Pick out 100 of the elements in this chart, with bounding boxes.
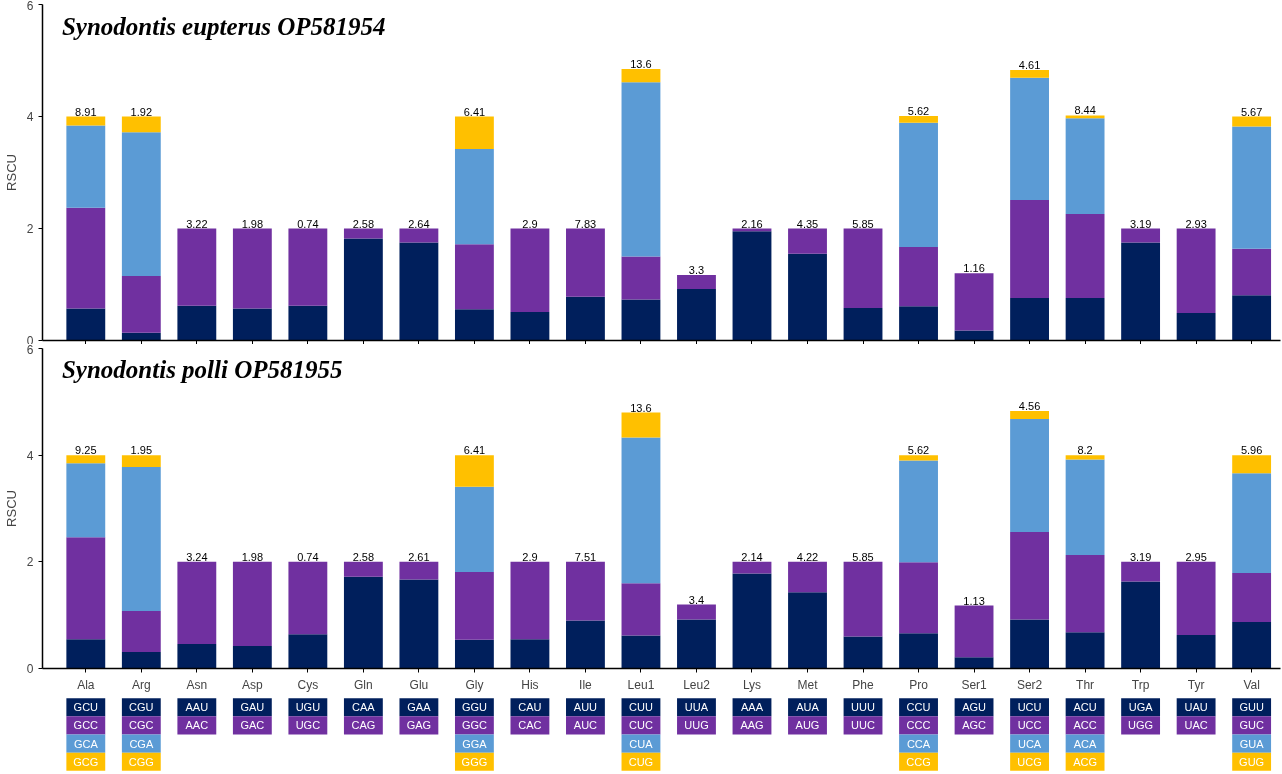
y-tick-label: 2 — [26, 555, 34, 570]
bar — [732, 231, 772, 341]
text: GGC — [461, 719, 487, 732]
bar — [66, 455, 106, 464]
text: AAU — [185, 701, 209, 714]
annotation: 6.41 — [463, 444, 486, 457]
bar — [1010, 619, 1049, 669]
bar — [843, 561, 883, 637]
bar — [1010, 297, 1049, 341]
bar — [121, 332, 161, 341]
text: CGU — [129, 701, 154, 714]
bar — [1065, 118, 1105, 214]
annotation: 2.16 — [741, 217, 763, 230]
bar — [621, 68, 661, 83]
x-tick-label: Ala — [77, 677, 95, 692]
bar — [677, 604, 716, 620]
bar — [232, 646, 272, 669]
annotation: 4.22 — [796, 550, 819, 563]
annotation: 3.19 — [1129, 550, 1152, 563]
text: ACC — [1073, 719, 1097, 732]
bar — [510, 311, 550, 341]
text: GAC — [240, 719, 265, 732]
annotation: 5.62 — [907, 444, 930, 457]
text: CGC — [129, 719, 154, 732]
annotation: 5.62 — [907, 104, 930, 117]
x-tick-label: Leu2 — [683, 677, 711, 692]
bar — [1121, 242, 1161, 341]
text: UUU — [851, 701, 875, 714]
text: CUA — [629, 737, 653, 750]
bar — [288, 228, 328, 306]
annotation: 2.14 — [741, 550, 763, 563]
x-tick-label: Gln — [354, 677, 373, 692]
x-tick-label: Met — [797, 677, 819, 692]
annotation: 5.85 — [852, 217, 874, 230]
bar — [899, 115, 938, 123]
bar — [621, 635, 661, 669]
text: UUA — [684, 701, 709, 714]
text: UCC — [1017, 719, 1042, 732]
x-tick-label: Cys — [297, 677, 319, 692]
bar — [121, 276, 161, 333]
bar — [343, 561, 383, 577]
bar — [621, 412, 661, 438]
bar — [788, 228, 827, 254]
annotation: 1.98 — [241, 550, 264, 563]
bar — [1065, 459, 1105, 555]
x-tick-label: His — [521, 677, 539, 692]
annotation: 4.61 — [1018, 59, 1041, 72]
text: ACA — [1073, 737, 1097, 750]
bar — [66, 463, 106, 538]
text: AAG — [740, 719, 764, 732]
x-tick-label: Lys — [742, 677, 762, 692]
bar — [177, 305, 217, 341]
annotation: 4.35 — [796, 217, 819, 230]
bar — [343, 238, 383, 341]
bar — [1065, 554, 1105, 633]
text: AUC — [573, 719, 598, 732]
bar — [121, 466, 161, 611]
text: CAC — [518, 719, 542, 732]
bar — [177, 561, 217, 644]
y-tick-label: 0 — [26, 662, 34, 676]
x-tick-label: Glu — [409, 677, 429, 692]
bar — [788, 561, 827, 593]
bar — [454, 244, 494, 310]
text: AUG — [795, 719, 820, 732]
bar — [343, 228, 383, 239]
bar — [1010, 531, 1049, 620]
bar — [566, 228, 605, 297]
bar — [1010, 199, 1049, 298]
text: UGG — [1128, 719, 1154, 732]
bar — [66, 639, 106, 669]
annotation: 1.95 — [130, 444, 153, 457]
x-tick-label: Asp — [242, 677, 264, 692]
y-axis-title: RSCU — [3, 154, 19, 191]
bar — [177, 643, 217, 669]
bar — [1232, 455, 1272, 474]
bar — [1176, 561, 1216, 635]
x-tick-label: Gly — [465, 677, 484, 692]
y-tick-label: 4 — [26, 448, 34, 463]
bar — [1232, 126, 1272, 249]
annotation: 5.67 — [1240, 105, 1263, 118]
y-tick-label: 2 — [26, 222, 34, 236]
bar — [288, 305, 328, 341]
x-tick-label: Thr — [1076, 677, 1095, 692]
bar — [1232, 116, 1272, 127]
bar — [1010, 418, 1049, 532]
text: UUC — [851, 719, 875, 732]
text: CUU — [629, 701, 653, 714]
text: UGA — [1128, 701, 1153, 714]
bar — [454, 455, 494, 487]
bar — [954, 657, 994, 669]
bar — [399, 561, 439, 580]
bar — [454, 571, 494, 640]
bar — [1121, 581, 1161, 669]
bar — [1232, 473, 1272, 574]
x-tick-label: Ile — [579, 677, 593, 692]
annotation: 5.96 — [1240, 443, 1263, 456]
bar — [510, 639, 550, 669]
bar — [843, 308, 883, 341]
text: CCG — [906, 755, 931, 768]
text: CUG — [628, 755, 654, 768]
